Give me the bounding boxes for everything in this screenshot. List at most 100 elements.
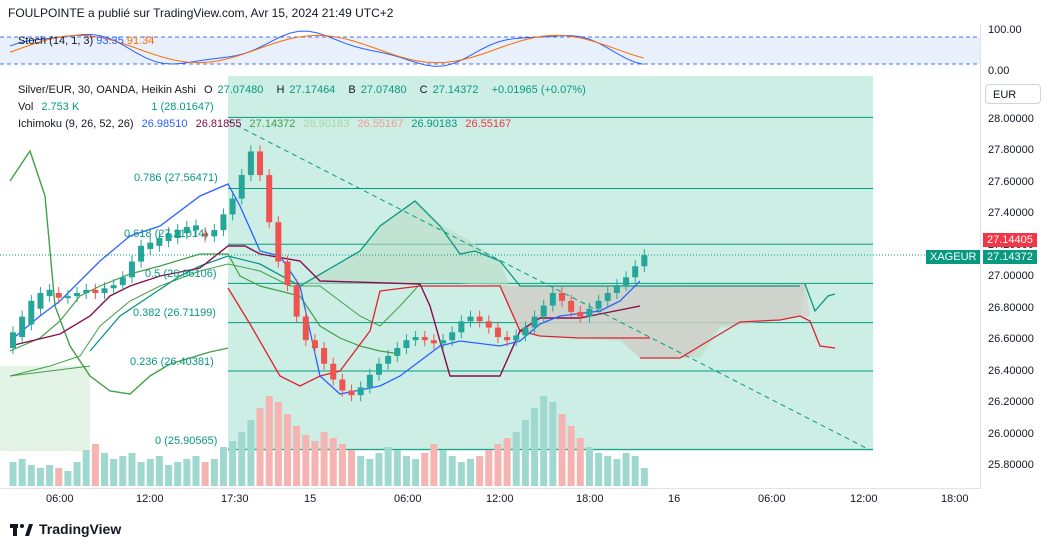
fib-label-0382: 0.382 (26.71199) (133, 307, 216, 319)
volume-bar (192, 456, 200, 486)
candle-body (247, 151, 254, 176)
candle-body (37, 293, 44, 309)
volume-bar (64, 471, 72, 486)
volume-bar (311, 441, 319, 486)
fib-label-0: 0 (25.90565) (155, 435, 218, 447)
time-tick: 17:30 (221, 493, 249, 505)
candle-body (494, 327, 501, 338)
volume-bar (128, 453, 136, 486)
candles (10, 145, 648, 402)
candle-body (138, 245, 145, 262)
volume-bar (329, 438, 337, 486)
candle-body (119, 277, 126, 286)
volume-bar (238, 432, 246, 486)
candle-body (476, 316, 483, 322)
candle-body (311, 340, 318, 349)
candle-body (403, 340, 410, 349)
candle-body (458, 321, 465, 333)
candle-body (641, 255, 648, 267)
volume-bar (540, 396, 548, 486)
volume-bar (18, 459, 26, 486)
ichi-lead-b-2: 26.55167 (465, 118, 512, 130)
lagging-span-2 (9, 253, 401, 355)
symbol-tag: XAGEUR (926, 250, 981, 264)
candle-body (330, 363, 337, 380)
candle-body (83, 289, 90, 293)
volume-bar (256, 408, 264, 486)
volume-bar (393, 450, 401, 486)
stoch-panel (0, 24, 980, 74)
ichimoku-label[interactable]: Ichimoku (9, 26, 52, 26) (18, 118, 134, 130)
candle-body (531, 316, 538, 328)
stoch-scale-top: 100.00 (988, 24, 1022, 36)
volume-bar (73, 462, 81, 486)
tradingview-logo[interactable]: TradingView (10, 521, 121, 537)
publisher-header: FOULPOINTE a publié sur TradingView.com,… (8, 6, 394, 20)
volume-bar (320, 432, 328, 486)
price-tick: 26.60000 (988, 333, 1034, 346)
candle-body (604, 293, 611, 301)
candle-body (10, 332, 16, 349)
candle-body (549, 293, 556, 306)
price-tag-green: 27.14372 (983, 250, 1037, 264)
price-chart-svg[interactable] (0, 76, 980, 486)
candle-body (229, 198, 236, 215)
volume-bar (448, 456, 456, 486)
candle-body (421, 337, 428, 341)
currency-button[interactable]: EUR (985, 84, 1041, 104)
candle-body (183, 226, 190, 234)
volume-row: Vol 2.753 K 1 (28.01647) (18, 101, 591, 118)
l-label: B (348, 84, 356, 96)
price-scale[interactable]: 100.00 0.00 28.00000 27.80000 27.60000 27.4… (980, 24, 1053, 489)
candle-body (559, 293, 565, 301)
candle-body (55, 293, 62, 298)
price-tick: 27.40000 (988, 207, 1034, 220)
volume-bar (595, 453, 603, 486)
open-value: 27.07480 (217, 84, 264, 96)
candle-body (193, 225, 199, 231)
volume-bar (476, 456, 484, 486)
candle-body (440, 340, 447, 344)
volume-bar (576, 438, 584, 486)
lead-b-future (640, 315, 836, 359)
stoch-k-value: 93.35 (96, 35, 124, 47)
c-label: C (419, 84, 428, 96)
volume-bar (357, 456, 365, 486)
volume-bar (457, 462, 465, 486)
time-tick: 06:00 (758, 493, 786, 505)
volume-bar (219, 447, 227, 486)
lead-b-line (227, 285, 650, 387)
candle-body (202, 233, 209, 237)
time-tick: 16 (668, 493, 681, 505)
main-chart[interactable] (0, 76, 980, 486)
candle-body (156, 237, 163, 246)
volume-bar (110, 459, 118, 486)
ichimoku-row: Ichimoku (9, 26, 52, 26) 26.98510 26.818… (18, 118, 591, 135)
ichi-lead-a: 26.90183 (303, 118, 350, 130)
lagging-span-line (9, 149, 229, 395)
volume-bar (531, 408, 539, 486)
candle-body (257, 151, 264, 176)
time-axis[interactable]: 06:00 12:00 17:30 15 06:00 12:00 18:00 16 06:00 1… (0, 488, 980, 511)
ichi-base: 26.81855 (195, 118, 242, 130)
h-label: H (276, 84, 285, 96)
o-label: O (203, 84, 213, 96)
volume-bar (9, 462, 17, 486)
price-tick: 27.00000 (988, 270, 1034, 283)
volume-bar (265, 396, 273, 486)
volume-label[interactable]: Vol (18, 101, 34, 113)
candle-body (19, 316, 26, 338)
volume-bar (183, 459, 191, 486)
candle-body (568, 300, 575, 312)
lead-a-hist (9, 263, 421, 377)
volume-bar (155, 456, 163, 486)
volume-bar (293, 426, 301, 486)
time-tick: 12:00 (136, 493, 164, 505)
volume-bar (375, 453, 383, 486)
price-tick: 26.00000 (988, 427, 1034, 440)
volume-bar (402, 456, 410, 486)
ichi-lead-a-2: 26.90183 (411, 118, 458, 130)
symbol-label[interactable]: Silver/EUR, 30, OANDA, Heikin Ashi (18, 84, 196, 96)
stoch-legend: Stoch (14, 1, 3) 93.35 91.34 (18, 35, 154, 47)
close-value: 27.14372 (432, 84, 479, 96)
